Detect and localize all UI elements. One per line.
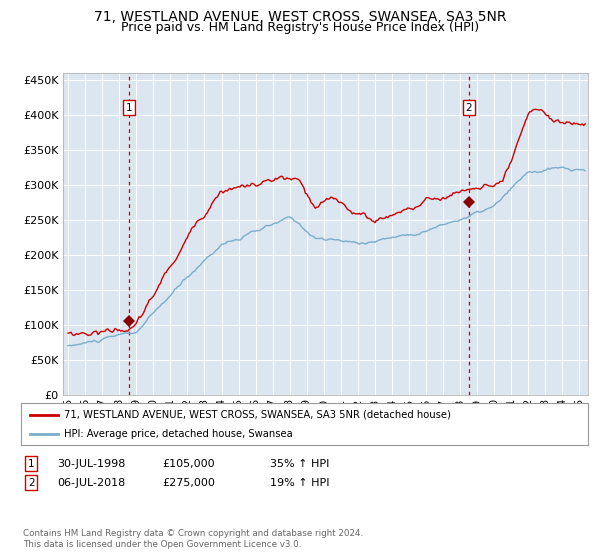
Text: 1: 1: [28, 459, 35, 469]
Text: 2: 2: [28, 478, 35, 488]
Text: 19% ↑ HPI: 19% ↑ HPI: [270, 478, 329, 488]
Text: 30-JUL-1998: 30-JUL-1998: [57, 459, 125, 469]
Text: 71, WESTLAND AVENUE, WEST CROSS, SWANSEA, SA3 5NR (detached house): 71, WESTLAND AVENUE, WEST CROSS, SWANSEA…: [64, 409, 451, 419]
Text: Price paid vs. HM Land Registry's House Price Index (HPI): Price paid vs. HM Land Registry's House …: [121, 21, 479, 34]
Text: 71, WESTLAND AVENUE, WEST CROSS, SWANSEA, SA3 5NR: 71, WESTLAND AVENUE, WEST CROSS, SWANSEA…: [94, 10, 506, 24]
Text: £105,000: £105,000: [162, 459, 215, 469]
Text: £275,000: £275,000: [162, 478, 215, 488]
Text: HPI: Average price, detached house, Swansea: HPI: Average price, detached house, Swan…: [64, 429, 292, 439]
Text: 1: 1: [125, 103, 132, 113]
Text: Contains HM Land Registry data © Crown copyright and database right 2024.
This d: Contains HM Land Registry data © Crown c…: [23, 529, 363, 549]
Text: 35% ↑ HPI: 35% ↑ HPI: [270, 459, 329, 469]
Text: 2: 2: [466, 103, 472, 113]
Text: 06-JUL-2018: 06-JUL-2018: [57, 478, 125, 488]
